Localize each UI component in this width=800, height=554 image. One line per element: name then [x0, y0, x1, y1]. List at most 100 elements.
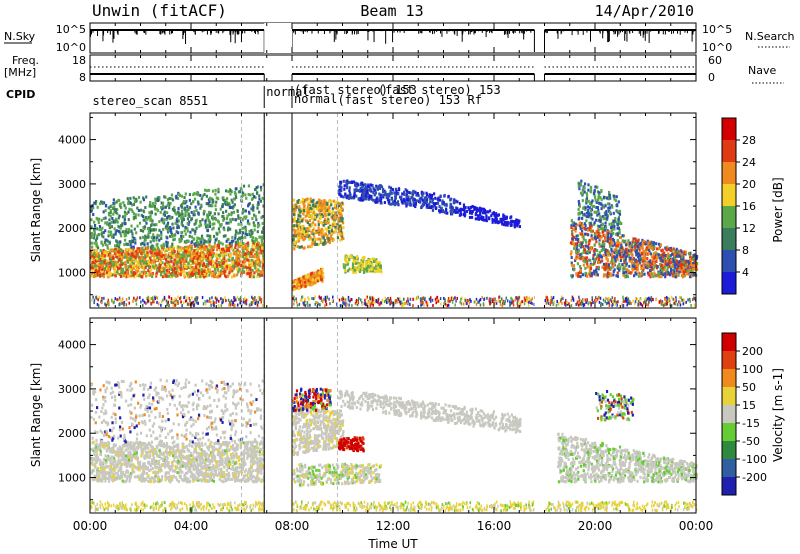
echo-cell [185, 199, 188, 203]
echo-cell [168, 196, 171, 200]
echo-cell [260, 240, 264, 244]
echo-cell [192, 213, 195, 217]
echo-cell [203, 245, 206, 249]
echo-cell [101, 258, 105, 262]
echo-cell [235, 229, 238, 233]
echo-cell [258, 261, 261, 265]
echo-cell [194, 275, 198, 279]
echo-cell [161, 261, 164, 265]
echo-cell [385, 196, 388, 200]
echo-cell [109, 259, 113, 263]
nsky-spike [469, 30, 471, 35]
echo-cell [118, 199, 121, 203]
nsky-spike [367, 30, 369, 32]
nsky-spike [143, 30, 145, 33]
echo-cell [129, 196, 132, 200]
echo-cell [107, 234, 110, 238]
echo-cell [188, 234, 191, 238]
echo-cell [252, 259, 255, 263]
echo-cell [237, 214, 240, 218]
echo-cell [243, 259, 246, 263]
echo-cell [295, 219, 298, 223]
nsky-spike [608, 30, 610, 42]
echo-cell [191, 257, 194, 261]
echo-cell [393, 202, 396, 206]
echo-cell [102, 248, 105, 252]
echo-cell [130, 268, 133, 272]
echo-cell [316, 207, 319, 211]
echo-cell [241, 254, 245, 258]
echo-cell [405, 195, 408, 199]
echo-cell [251, 244, 254, 248]
nsky-spike [112, 30, 114, 32]
nsky-segment [90, 29, 265, 31]
echo-cell [339, 180, 343, 184]
echo-cell [345, 181, 348, 185]
echo-cell [206, 269, 209, 273]
echo-cell [130, 249, 133, 253]
echo-cell [173, 237, 176, 241]
echo-cell [299, 214, 302, 218]
echo-cell [202, 245, 205, 249]
echo-cell [252, 223, 256, 227]
echo-cell [107, 206, 110, 210]
nsky-spike [471, 30, 473, 32]
echo-cell [231, 256, 234, 260]
nsky-spike [335, 30, 337, 40]
nsky-spike [306, 30, 308, 33]
echo-cell [241, 251, 244, 255]
echo-cell [349, 255, 352, 259]
nsky-spike [311, 30, 313, 34]
echo-cell [302, 275, 305, 279]
echo-cell [177, 254, 181, 258]
echo-cell [184, 225, 187, 229]
echo-cell [100, 264, 103, 268]
echo-cell [156, 267, 159, 271]
echo-cell [188, 264, 192, 268]
echo-cell [123, 215, 126, 219]
echo-cell [254, 188, 257, 192]
echo-cell [94, 248, 97, 252]
echo-cell [425, 204, 429, 208]
echo-cell [236, 209, 239, 213]
echo-cell [317, 237, 320, 241]
echo-cell [167, 255, 170, 259]
echo-cell [190, 247, 193, 251]
echo-cell [169, 252, 172, 256]
echo-cell [312, 240, 315, 244]
echo-cell [317, 226, 320, 230]
echo-cell [209, 248, 213, 252]
echo-cell [178, 258, 181, 262]
nsky-spike [163, 30, 165, 33]
echo-cell [124, 233, 128, 237]
echo-cell [463, 212, 466, 216]
nsky-spike [379, 30, 381, 32]
echo-cell [211, 189, 215, 193]
nsky-spike [693, 30, 695, 32]
echo-cell [584, 266, 587, 270]
echo-cell [217, 239, 220, 243]
echo-cell [309, 272, 312, 276]
nsky-spike [561, 30, 563, 33]
echo-cell [150, 210, 153, 214]
echo-cell [315, 271, 318, 275]
echo-cell [159, 210, 162, 214]
echo-cell [163, 249, 167, 253]
echo-cell [142, 209, 145, 213]
echo-cell [235, 187, 238, 191]
echo-cell [576, 262, 580, 266]
echo-cell [100, 258, 103, 262]
nsky-spike [512, 30, 514, 33]
nsky-spike [433, 30, 435, 34]
nsky-spike [481, 30, 483, 33]
echo-cell [180, 259, 183, 263]
nsky-spike [650, 30, 652, 32]
echo-cell [456, 207, 459, 211]
echo-cell [422, 191, 425, 195]
echo-cell [130, 254, 133, 258]
echo-cell [218, 257, 221, 261]
nsky-spike [668, 30, 670, 32]
echo-cell [176, 256, 179, 260]
echo-cell [245, 196, 248, 200]
